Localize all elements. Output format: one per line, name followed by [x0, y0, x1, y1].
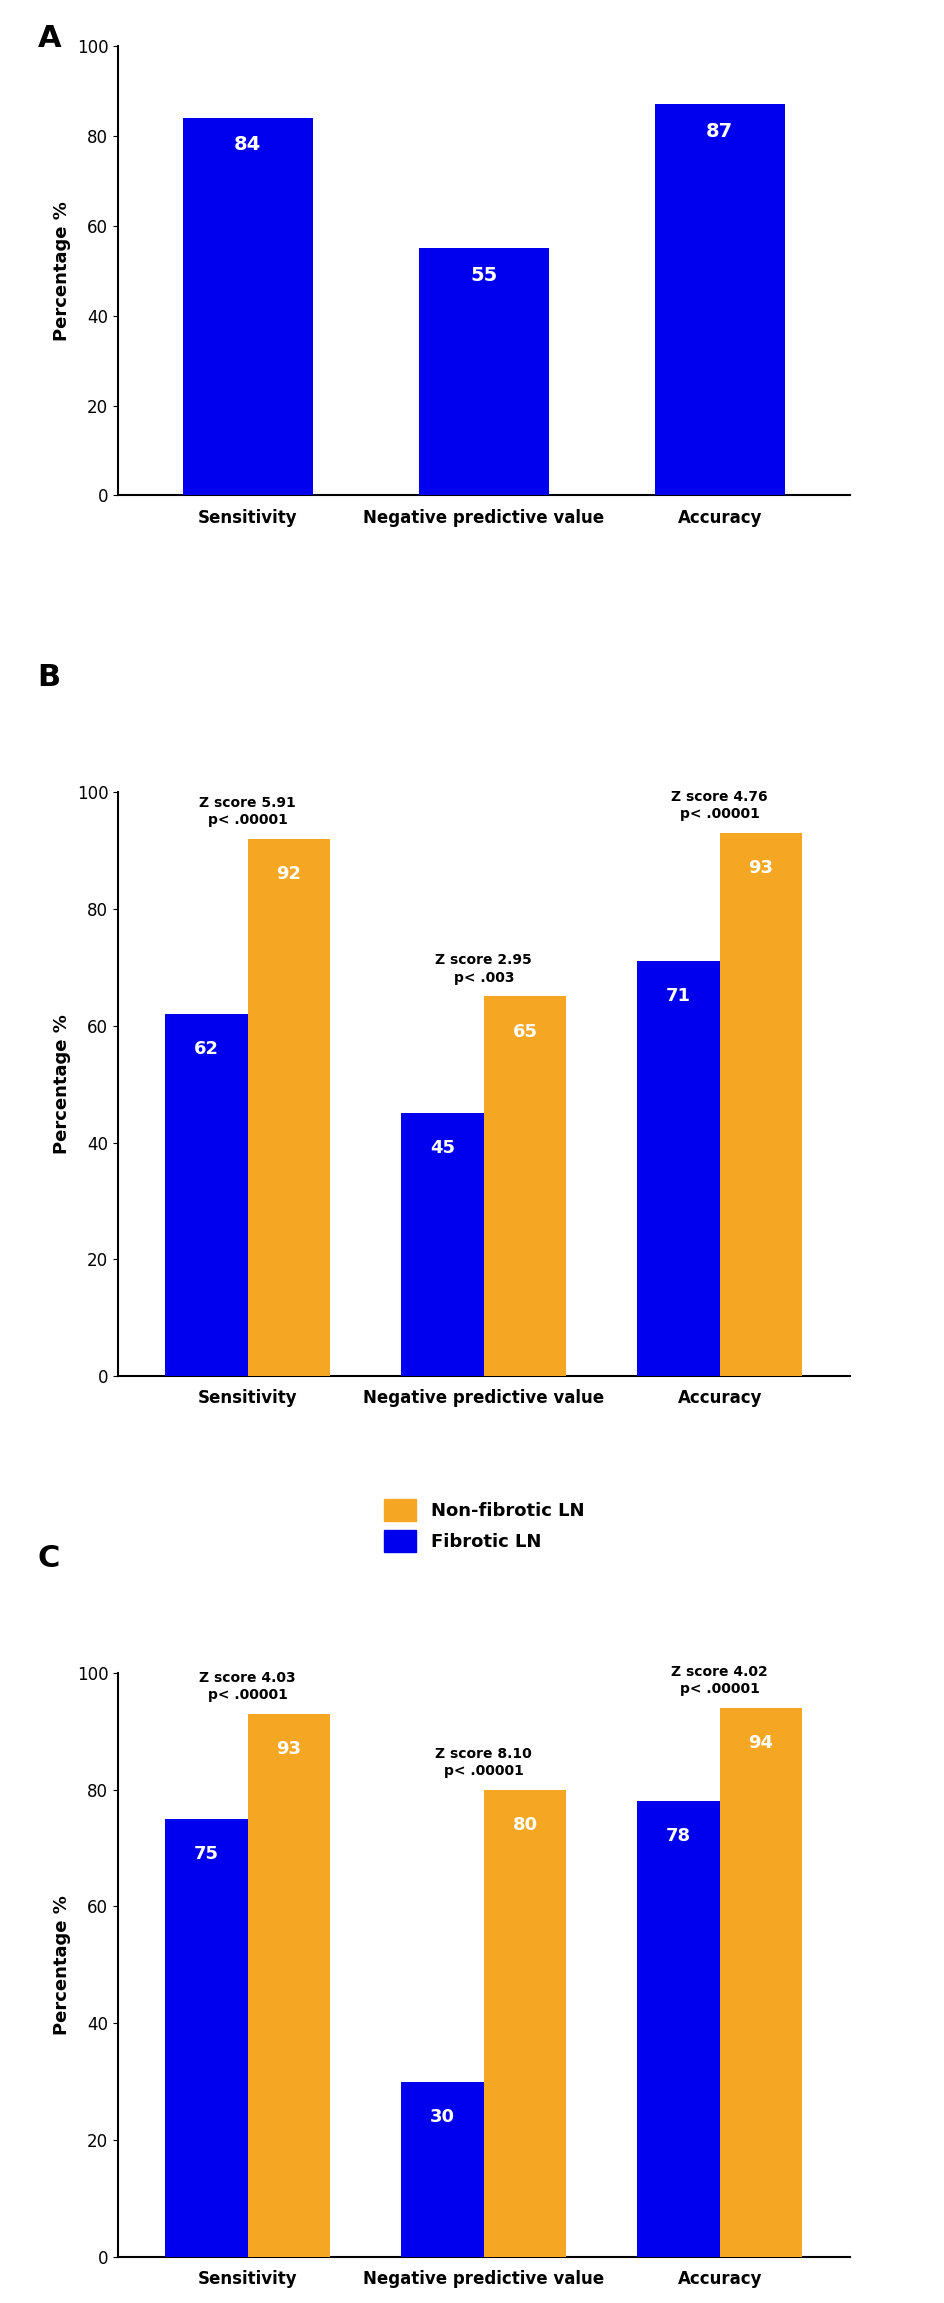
Bar: [484, 997, 566, 1377]
Text: Z score 5.91
p< .00001: Z score 5.91 p< .00001: [199, 797, 296, 827]
Text: 80: 80: [513, 1815, 538, 1833]
Text: 92: 92: [277, 866, 301, 882]
Text: 71: 71: [666, 988, 691, 1006]
Y-axis label: Percentage %: Percentage %: [53, 1013, 71, 1154]
Text: Z score 2.95
p< .003: Z score 2.95 p< .003: [435, 953, 532, 986]
Text: Z score 8.10
p< .00001: Z score 8.10 p< .00001: [435, 1746, 532, 1778]
Text: A: A: [38, 23, 61, 53]
Bar: [248, 838, 330, 1377]
Text: 93: 93: [277, 1739, 301, 1757]
Bar: [419, 249, 548, 495]
Y-axis label: Percentage %: Percentage %: [53, 1895, 71, 2036]
Text: 78: 78: [666, 1826, 691, 1845]
Text: 94: 94: [749, 1734, 773, 1753]
Bar: [183, 117, 312, 495]
Text: Z score 4.76
p< .00001: Z score 4.76 p< .00001: [671, 790, 768, 822]
Text: Z score 4.03
p< .00001: Z score 4.03 p< .00001: [199, 1670, 296, 1702]
Bar: [401, 1112, 484, 1377]
Text: 87: 87: [706, 122, 733, 140]
Bar: [637, 960, 720, 1377]
Legend: Non-fibrotic LN, Fibrotic LN: Non-fibrotic LN, Fibrotic LN: [375, 1490, 593, 1561]
Bar: [655, 104, 784, 495]
Bar: [165, 1013, 248, 1377]
Bar: [248, 1713, 330, 2257]
Text: 75: 75: [194, 1845, 219, 1863]
Bar: [637, 1801, 720, 2257]
Text: 30: 30: [430, 2107, 455, 2126]
Text: 65: 65: [513, 1023, 537, 1041]
Text: 84: 84: [234, 136, 261, 154]
Text: Z score 4.02
p< .00001: Z score 4.02 p< .00001: [671, 1665, 768, 1695]
Text: 93: 93: [749, 859, 773, 877]
Bar: [165, 1819, 248, 2257]
Bar: [720, 1709, 802, 2257]
Text: 45: 45: [430, 1140, 455, 1158]
Bar: [401, 2082, 484, 2257]
Y-axis label: Percentage %: Percentage %: [53, 200, 71, 341]
Text: C: C: [38, 1545, 59, 1573]
Text: 62: 62: [194, 1041, 219, 1057]
Text: 55: 55: [470, 265, 497, 286]
Bar: [484, 1789, 566, 2257]
Bar: [720, 834, 802, 1377]
Text: B: B: [38, 663, 60, 693]
